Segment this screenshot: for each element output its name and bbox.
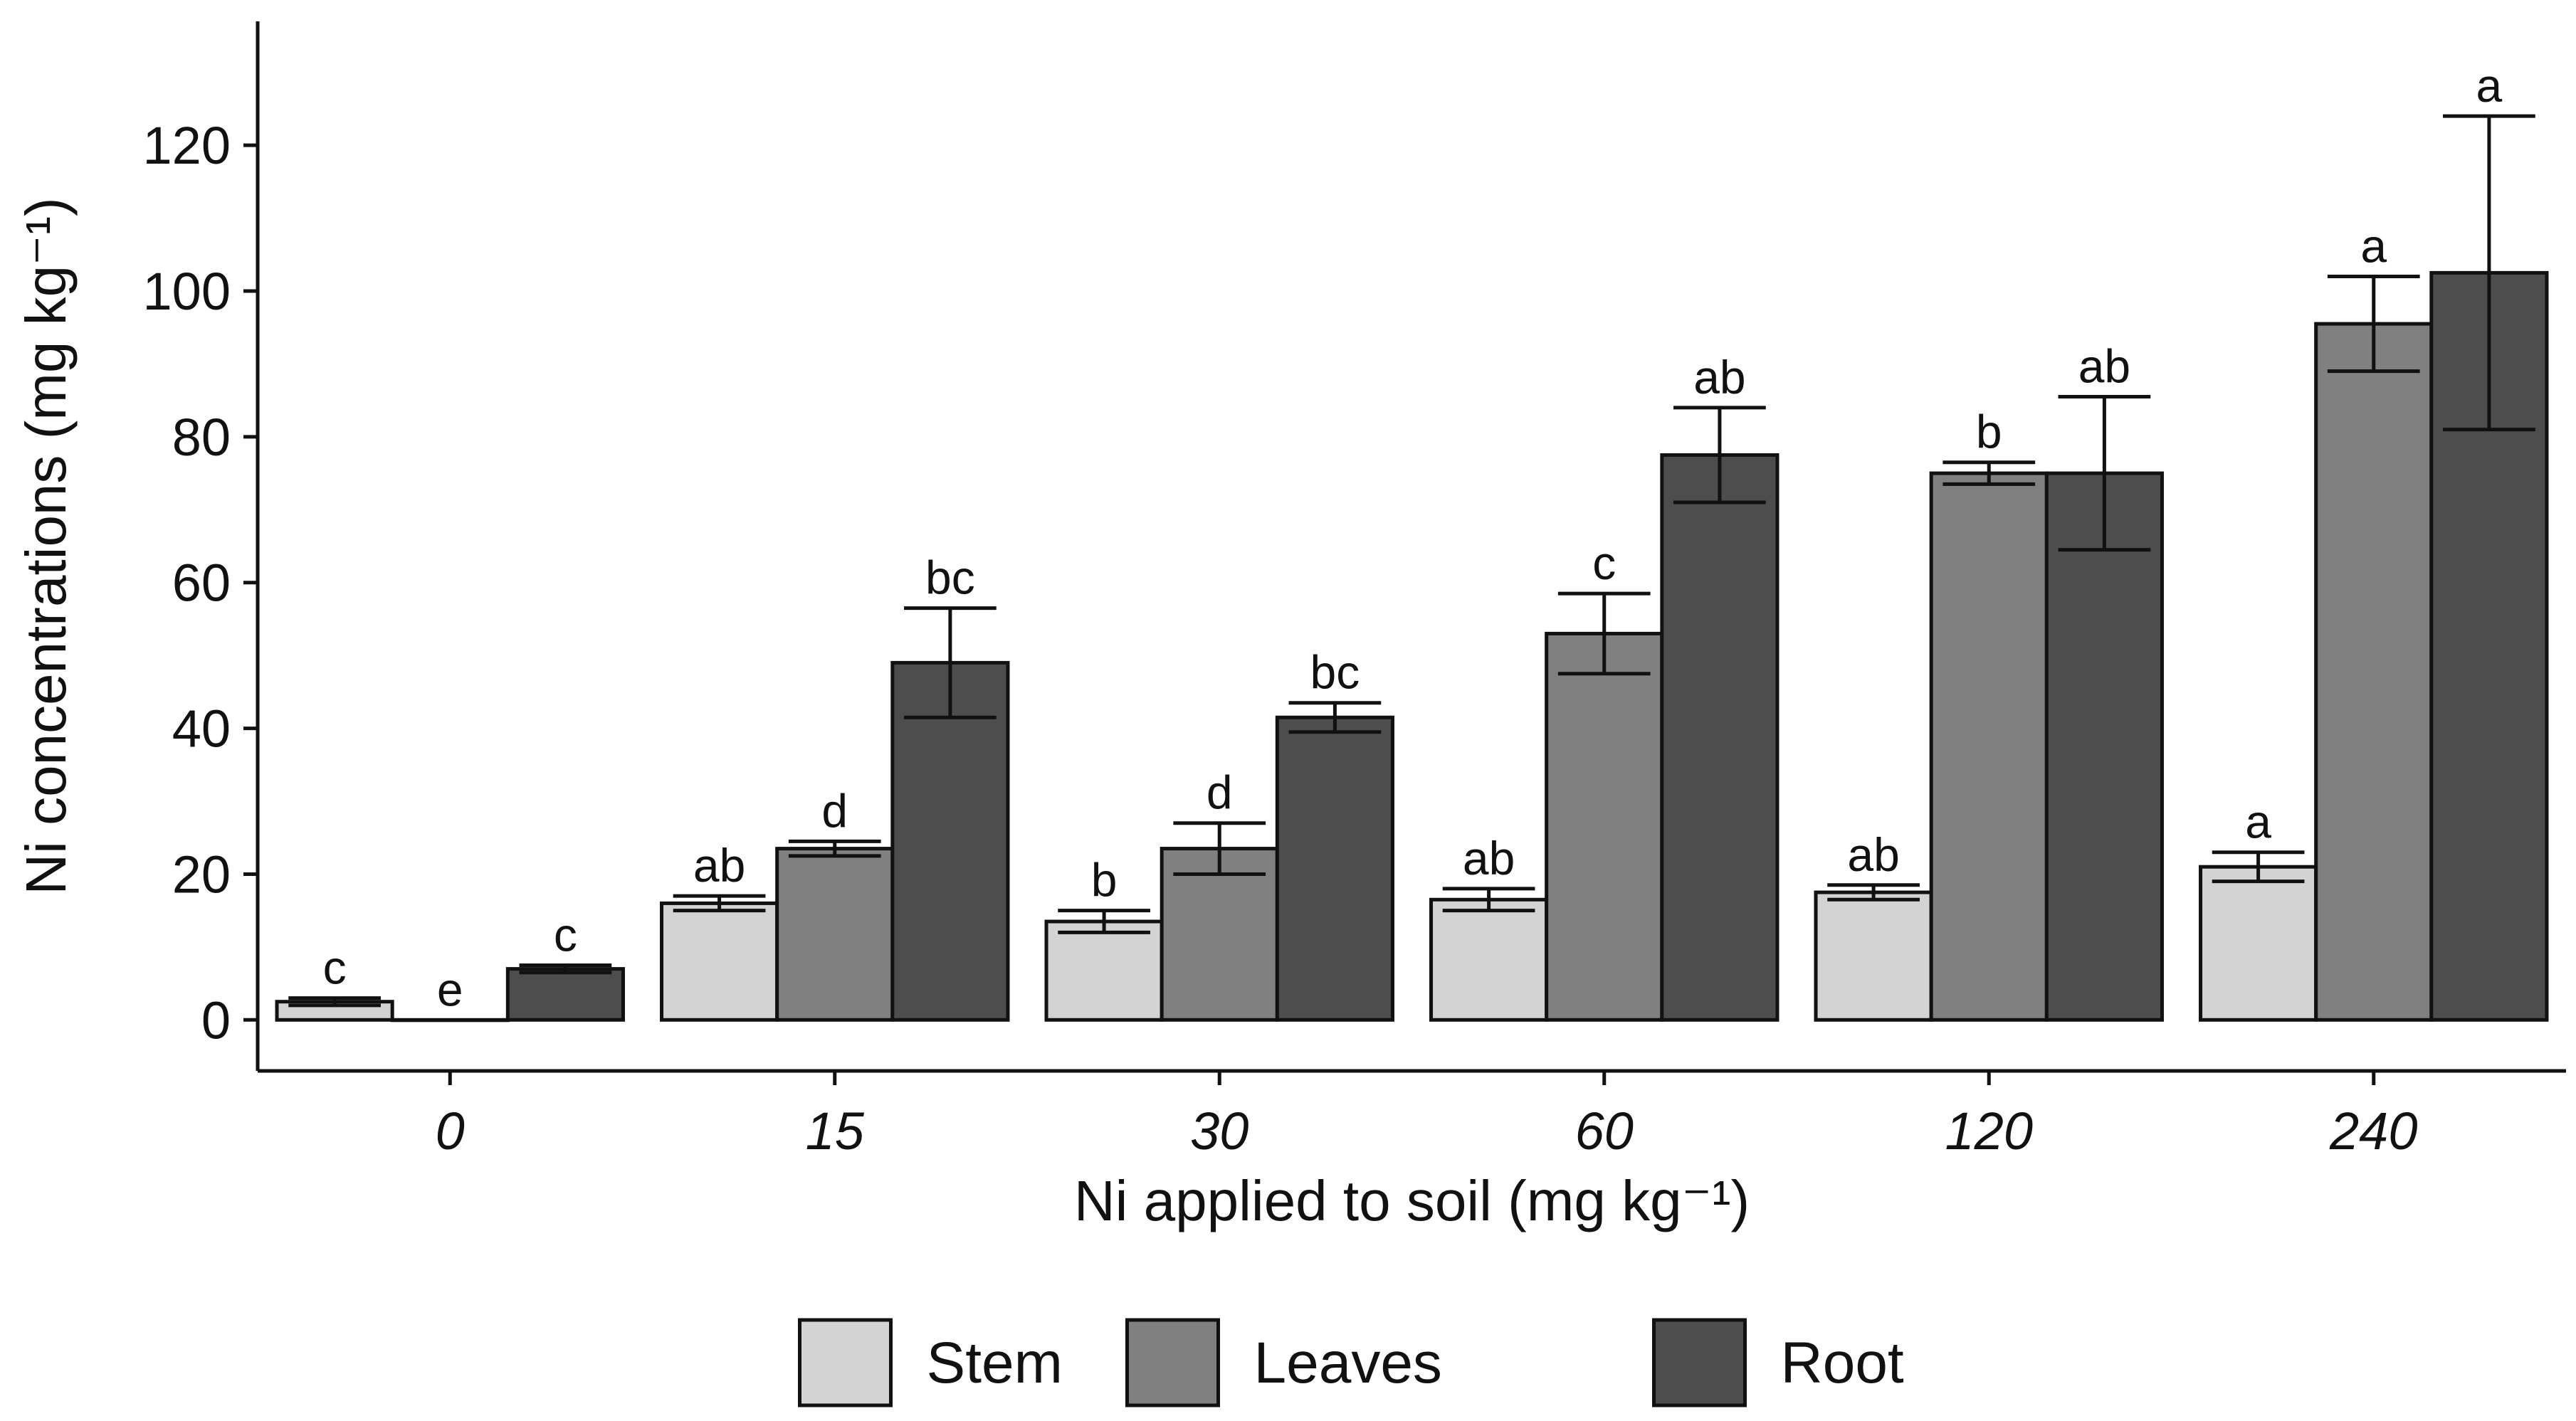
significance-letter-root-240: a <box>2476 59 2503 112</box>
y-tick-label-80: 80 <box>172 408 231 467</box>
legend-key-leaves <box>1125 1318 1220 1407</box>
bar-leaves-120 <box>1929 471 2049 1022</box>
bar-stem-15 <box>660 901 779 1022</box>
y-tick-label-20: 20 <box>172 845 231 904</box>
bar-stem-60 <box>1429 897 1549 1022</box>
plot-area: c e c ab d bc b d bc ab c ab ab b ab a a a <box>275 59 2549 1023</box>
legend: Stem Leaves Root <box>798 1318 1904 1407</box>
significance-letter-leaves-0: e <box>437 963 463 1015</box>
bar-stem-240 <box>2199 865 2318 1022</box>
y-tick-label-0: 0 <box>201 991 231 1050</box>
x-tick-label-15: 15 <box>806 1102 865 1161</box>
bar-root-120 <box>2044 471 2164 1022</box>
y-tick-label-100: 100 <box>143 262 231 321</box>
significance-letter-leaves-60: c <box>1592 537 1616 589</box>
y-tick-label-40: 40 <box>172 699 231 759</box>
significance-letter-root-30: bc <box>1310 646 1360 699</box>
bar-root-30 <box>1275 715 1394 1022</box>
significance-letter-root-0: c <box>554 908 577 961</box>
bar-stem-30 <box>1044 919 1164 1022</box>
significance-letter-stem-30: b <box>1091 854 1118 907</box>
significance-letter-root-60: ab <box>1693 351 1745 403</box>
legend-label-stem: Stem <box>927 1331 1063 1395</box>
x-tick-label-240: 240 <box>2329 1102 2417 1161</box>
significance-letter-stem-0: c <box>323 941 347 994</box>
significance-letter-stem-15: ab <box>693 839 745 892</box>
bar-leaves-15 <box>775 847 895 1022</box>
y-tick-label-120: 120 <box>143 116 231 175</box>
legend-label-leaves: Leaves <box>1254 1331 1442 1395</box>
significance-letter-stem-240: a <box>2245 796 2271 848</box>
bar-stem-120 <box>1814 890 1933 1022</box>
x-tick-label-0: 0 <box>436 1102 465 1161</box>
legend-key-stem <box>798 1318 893 1407</box>
x-tick-label-30: 30 <box>1190 1102 1248 1161</box>
significance-letter-stem-120: ab <box>1847 828 1899 881</box>
legend-label-root: Root <box>1781 1331 1904 1395</box>
y-axis-title: Ni concentrations (mg kg⁻¹) <box>14 197 78 894</box>
significance-letter-stem-60: ab <box>1463 832 1515 884</box>
y-tick-label-60: 60 <box>172 554 231 613</box>
x-tick-label-60: 60 <box>1575 1102 1634 1161</box>
significance-letter-leaves-120: b <box>1976 406 2002 458</box>
significance-letter-leaves-240: a <box>2360 220 2387 273</box>
axes: 0 15 30 60 120 240 0 20 40 60 80 100 120 <box>143 21 2566 1161</box>
significance-letter-root-15: bc <box>925 551 975 604</box>
legend-key-root <box>1652 1318 1747 1407</box>
bar-leaves-60 <box>1545 631 1664 1022</box>
significance-letter-leaves-15: d <box>821 784 848 837</box>
x-tick-label-120: 120 <box>1945 1102 2033 1161</box>
bar-leaves-240 <box>2314 322 2434 1022</box>
x-axis-title: Ni applied to soil (mg kg⁻¹) <box>1074 1169 1750 1232</box>
significance-letter-leaves-30: d <box>1206 766 1233 819</box>
bar-root-0 <box>505 967 625 1022</box>
significance-letter-root-120: ab <box>2078 340 2130 393</box>
bar-root-60 <box>1660 453 1779 1022</box>
